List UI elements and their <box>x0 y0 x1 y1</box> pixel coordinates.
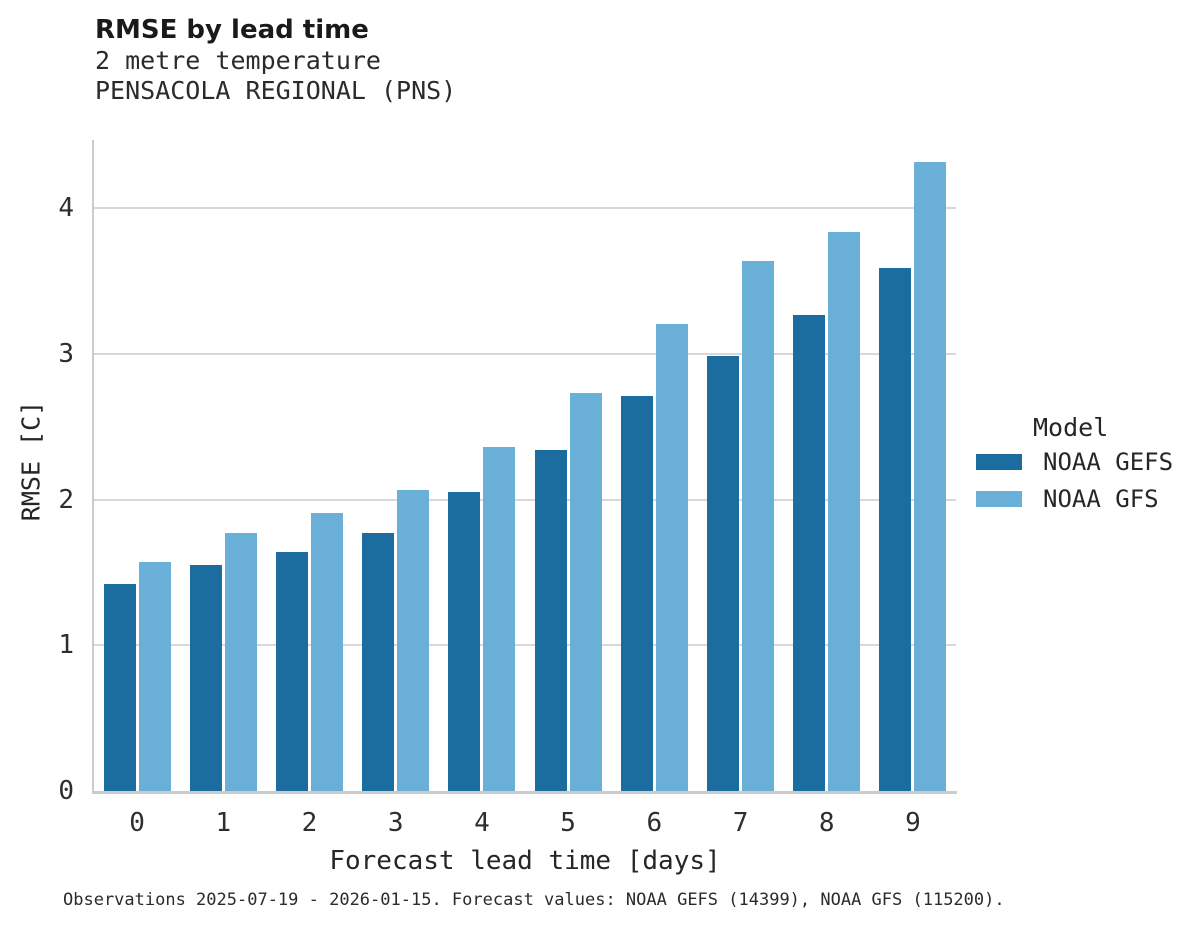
y-axis-line <box>92 140 94 794</box>
y-tick-label-4: 4 <box>58 193 74 223</box>
x-tick-label-9: 9 <box>905 808 921 838</box>
bar-noaa-gfs-day-6 <box>655 324 688 791</box>
bar-noaa-gefs-day-9 <box>879 268 912 791</box>
legend-swatch-noaa-gfs-icon <box>976 491 1022 507</box>
bar-noaa-gefs-day-8 <box>793 315 826 791</box>
bar-groups <box>94 140 956 791</box>
x-tick-label-5: 5 <box>560 808 576 838</box>
legend-row-noaa-gefs: NOAA GEFS <box>976 450 1195 474</box>
bar-noaa-gefs-day-0 <box>103 584 136 791</box>
bar-noaa-gefs-day-2 <box>276 552 308 791</box>
y-tick-label-2: 2 <box>58 485 74 515</box>
bar-noaa-gfs-day-8 <box>828 232 861 791</box>
bar-noaa-gfs-day-3 <box>397 490 430 791</box>
chart-subtitle: 2 metre temperature <box>95 46 381 75</box>
bar-noaa-gfs-day-7 <box>742 261 775 791</box>
gridline-y-4 <box>94 207 956 209</box>
x-tick-label-6: 6 <box>646 808 663 838</box>
x-tick-label-8: 8 <box>818 808 835 838</box>
bar-group-1 <box>180 140 266 791</box>
legend: Model NOAA GEFS NOAA GFS <box>976 413 1195 511</box>
bar-noaa-gefs-day-1 <box>189 565 222 791</box>
legend-rows: NOAA GEFS NOAA GFS <box>976 450 1195 511</box>
x-tick-label-3: 3 <box>387 808 404 838</box>
y-tick-label-0: 0 <box>58 776 74 806</box>
bar-group-8 <box>784 140 870 791</box>
chart-subtitle-2: PENSACOLA REGIONAL (PNS) <box>95 76 457 105</box>
x-axis-title: Forecast lead time [days] <box>329 846 721 876</box>
bar-group-7 <box>697 140 783 791</box>
bar-noaa-gefs-day-3 <box>362 533 395 791</box>
bar-group-2 <box>266 140 352 791</box>
x-tick-label-7: 7 <box>732 808 749 838</box>
bar-group-9 <box>870 140 956 791</box>
bar-noaa-gefs-day-7 <box>707 356 740 791</box>
bar-noaa-gefs-day-6 <box>620 396 653 791</box>
legend-row-noaa-gfs: NOAA GFS <box>976 487 1195 511</box>
x-tick-label-4: 4 <box>474 808 490 838</box>
legend-swatch-noaa-gefs-icon <box>976 454 1022 470</box>
x-tick-label-2: 2 <box>301 808 318 838</box>
gridline-y-3 <box>94 353 956 355</box>
legend-title: Model <box>1033 413 1109 442</box>
gridline-y-1 <box>94 644 956 646</box>
x-tick-labels: 0 1 2 3 4 5 6 7 8 9 <box>94 808 956 838</box>
caption-note: Observations 2025-07-19 - 2026-01-15. Fo… <box>63 890 1005 910</box>
y-tick-label-1: 1 <box>58 630 74 660</box>
gridline-y-2 <box>94 499 956 501</box>
plot-area <box>94 140 956 791</box>
bar-noaa-gefs-day-4 <box>448 492 481 791</box>
y-tick-label-3: 3 <box>58 339 74 369</box>
bar-group-4 <box>439 140 525 791</box>
bar-group-0 <box>94 140 180 791</box>
bar-noaa-gfs-day-0 <box>138 562 171 791</box>
bar-noaa-gfs-day-4 <box>483 447 516 791</box>
bar-noaa-gfs-day-5 <box>569 393 602 791</box>
bar-noaa-gfs-day-9 <box>914 162 947 791</box>
bar-noaa-gfs-day-2 <box>311 513 343 791</box>
bar-group-6 <box>611 140 697 791</box>
bar-group-3 <box>353 140 439 791</box>
chart-header: RMSE by lead time 2 metre temperature PE… <box>95 14 456 106</box>
legend-label-noaa-gfs: NOAA GFS <box>1043 485 1159 513</box>
x-tick-label-1: 1 <box>215 808 232 838</box>
bar-noaa-gfs-day-1 <box>224 533 257 791</box>
x-tick-label-0: 0 <box>129 808 145 838</box>
chart-title: RMSE by lead time <box>95 15 369 45</box>
bar-noaa-gefs-day-5 <box>534 450 567 791</box>
x-axis-line <box>92 791 957 794</box>
bar-group-5 <box>525 140 611 791</box>
legend-label-noaa-gefs: NOAA GEFS <box>1043 448 1174 476</box>
